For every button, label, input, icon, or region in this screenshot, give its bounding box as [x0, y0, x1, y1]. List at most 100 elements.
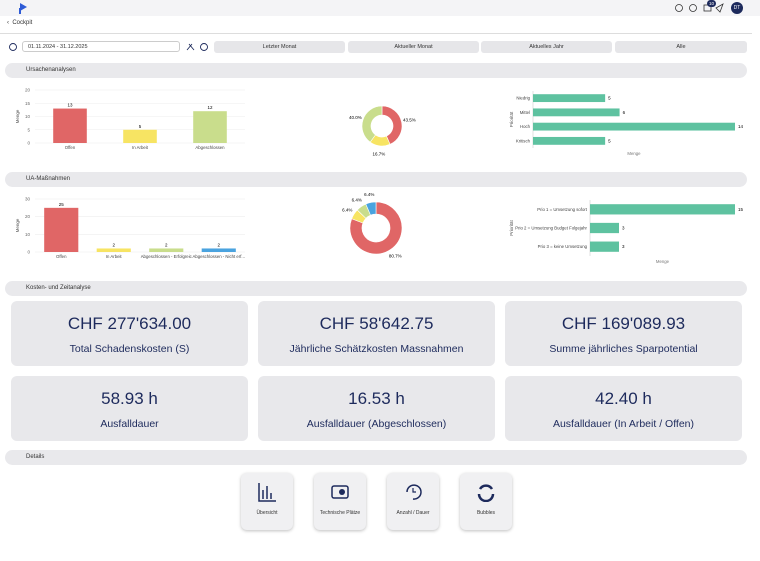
filter-button[interactable]: Alle: [615, 41, 747, 53]
bar: [533, 94, 606, 103]
x-axis-label: Menge: [656, 259, 670, 264]
kpi-label: Ausfalldauer: [100, 418, 159, 430]
y-tick-label: Prio 3 = keine Umsetzung: [538, 244, 588, 249]
y-tick-label: Prio 2 = Umsetzung Budget Folgejahr: [515, 226, 587, 231]
y-tick-label: Kritisch: [516, 138, 531, 143]
y-axis-label: Priorität: [509, 111, 514, 127]
tile-icon: [406, 484, 422, 500]
x-tick-label: In Arbeit: [106, 254, 123, 259]
bar: [533, 108, 620, 117]
data-label: 6.4%: [352, 198, 362, 203]
kpi-value: 58.93 h: [101, 389, 158, 408]
divider: [0, 33, 752, 34]
filter-button[interactable]: Aktueller Monat: [348, 41, 479, 53]
y-tick-label: 30: [25, 197, 31, 202]
detail-tile[interactable]: Technische Plätze: [314, 473, 366, 530]
section-header[interactable]: Kosten- und Zeitanalyse: [5, 281, 747, 296]
y-tick-label: Niedrig: [516, 96, 530, 101]
x-tick-label: Abgeschlossen - Nicht erf...: [192, 254, 245, 259]
data-label: 16.7%: [373, 151, 386, 156]
filter-button[interactable]: Letzter Monat: [214, 41, 345, 53]
y-tick-label: 0: [27, 141, 30, 146]
y-tick-label: 20: [25, 214, 31, 219]
kpi-value: 42.40 h: [595, 389, 652, 408]
data-label: 2: [112, 242, 115, 247]
data-label: 2: [217, 242, 220, 247]
donut-slice: [349, 201, 403, 255]
data-label: 80.7%: [389, 253, 402, 258]
filter-button[interactable]: Aktuelles Jahr: [481, 41, 612, 53]
y-tick-label: Hoch: [520, 124, 531, 129]
data-label: 12: [207, 105, 213, 110]
data-label: 6.4%: [364, 192, 374, 197]
tile-label: Übersicht: [256, 510, 278, 516]
data-label: 3: [622, 244, 625, 249]
data-label: 25: [59, 202, 65, 207]
kpi-value: CHF 58'642.75: [319, 314, 434, 333]
bar: [533, 136, 606, 145]
bar: [149, 248, 184, 252]
bar: [44, 207, 79, 252]
y-tick-label: 10: [25, 114, 31, 119]
donut-slice: [361, 105, 383, 143]
data-label: 40.0%: [349, 115, 362, 120]
bar: [201, 248, 236, 252]
bar: [590, 222, 619, 234]
kpi-label: Ausfalldauer (Abgeschlossen): [306, 418, 447, 430]
top-bar: 10 DT: [0, 0, 760, 16]
tile-label: Bubbles: [476, 510, 496, 516]
kpi-label: Total Schadenskosten (S): [69, 343, 190, 355]
data-label: 6: [623, 110, 626, 115]
breadcrumb-text[interactable]: Cockpit: [12, 20, 33, 26]
tile-icon: [258, 483, 276, 502]
bar: [590, 204, 735, 215]
bar: [96, 248, 131, 252]
data-label: 6.4%: [342, 207, 352, 212]
kpi-label: Jährliche Schätzkosten Massnahmen: [289, 343, 464, 355]
date-range[interactable]: 01.11.2024 - 31.12.2025: [28, 44, 88, 50]
tile-icon: [331, 485, 349, 499]
y-tick-label: 5: [27, 127, 30, 132]
x-axis-label: Menge: [627, 151, 641, 156]
detail-tile[interactable]: Anzahl / Dauer: [387, 473, 439, 530]
detail-tile[interactable]: Übersicht: [241, 473, 293, 530]
x-tick-label: In Arbeit: [132, 145, 149, 150]
y-tick-label: 20: [25, 88, 31, 93]
bar: [123, 129, 157, 143]
data-label: 5: [608, 96, 611, 101]
kpi-card: CHF 58'642.75 Jährliche Schätzkosten Mass…: [258, 301, 495, 366]
data-label: 13: [67, 103, 73, 108]
y-tick-label: Mittel: [520, 110, 530, 115]
kpi-value: CHF 169'089.93: [561, 314, 686, 333]
section-header[interactable]: UA-Maßnahmen: [5, 172, 747, 187]
kpi-label: Ausfalldauer (In Arbeit / Offen): [552, 418, 695, 430]
breadcrumb[interactable]: ‹ Cockpit: [7, 20, 33, 26]
x-tick-label: Offen: [56, 254, 67, 259]
bar: [533, 122, 735, 131]
filter-icons[interactable]: [186, 42, 210, 52]
kpi-value: CHF 277'634.00: [67, 314, 192, 333]
logo[interactable]: [18, 2, 28, 14]
section-header[interactable]: Details: [5, 450, 747, 465]
detail-tile[interactable]: Bubbles: [460, 473, 512, 530]
refresh-icon[interactable]: [8, 42, 18, 52]
date-input[interactable]: 01.11.2024 - 31.12.2025: [22, 41, 180, 52]
tile-label: Technische Plätze: [319, 510, 361, 516]
section-header[interactable]: Ursachenanalysen: [5, 63, 747, 78]
tile-label: Anzahl / Dauer: [396, 510, 430, 516]
section-title: Ursachenanalysen: [26, 67, 76, 73]
x-tick-label: Offen: [65, 145, 76, 150]
section-title: UA-Maßnahmen: [26, 176, 71, 182]
bar: [193, 111, 227, 143]
donut-slice: [365, 201, 377, 216]
y-tick-label: 10: [25, 232, 31, 237]
data-label: 43.5%: [403, 118, 416, 123]
y-tick-label: 0: [27, 250, 30, 255]
y-axis-label: Menge: [15, 109, 20, 123]
tile-icon: [477, 484, 495, 502]
avatar[interactable]: DT: [731, 2, 743, 14]
x-tick-label: Abgeschlossen - Erfolgreic: [141, 254, 193, 259]
header-icons[interactable]: [674, 3, 724, 13]
data-label: 14: [738, 124, 744, 129]
